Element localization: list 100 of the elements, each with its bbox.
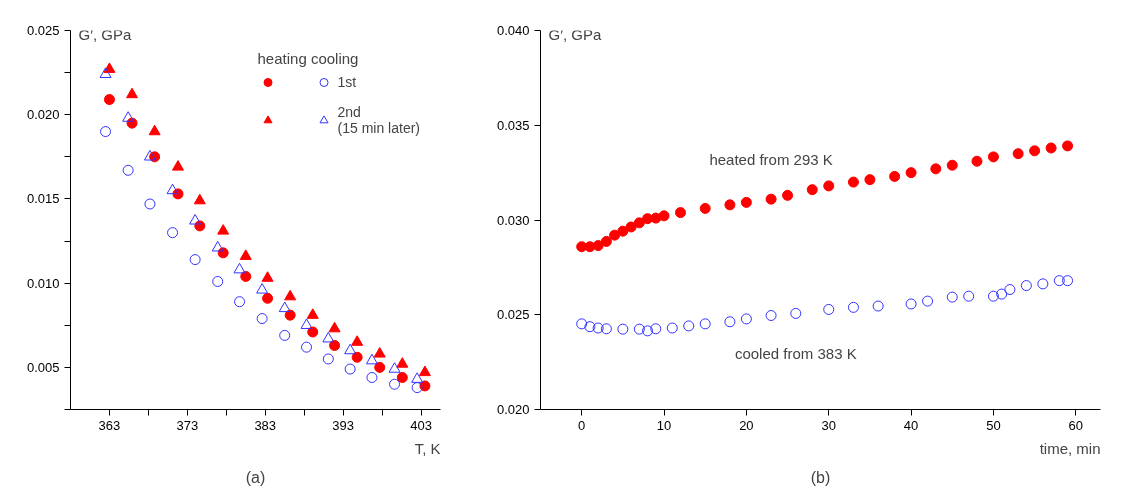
point xyxy=(211,240,224,252)
point xyxy=(389,378,401,390)
point xyxy=(576,318,588,330)
point xyxy=(592,240,604,252)
point xyxy=(1020,280,1032,292)
point xyxy=(625,221,637,233)
point xyxy=(234,296,246,308)
point xyxy=(301,341,313,353)
x-tick-label: 373 xyxy=(176,417,199,433)
x-tick-label: 20 xyxy=(739,417,754,433)
point xyxy=(946,159,958,171)
x-tick-label: 60 xyxy=(1068,417,1084,433)
point xyxy=(930,163,942,175)
point xyxy=(1029,145,1041,157)
x-tick-label: 403 xyxy=(410,417,432,433)
point xyxy=(261,271,274,282)
point xyxy=(872,300,884,312)
point xyxy=(365,353,378,365)
point xyxy=(344,363,356,375)
point xyxy=(322,331,335,343)
point xyxy=(1053,275,1065,287)
point xyxy=(212,275,224,287)
point xyxy=(388,362,401,373)
point xyxy=(971,155,983,167)
legend-title: heating cooling xyxy=(257,50,360,67)
x-axis-title: time, min xyxy=(1039,439,1101,457)
y-tick-label: 0.005 xyxy=(26,359,60,375)
point xyxy=(1045,142,1057,154)
point xyxy=(366,372,378,383)
point xyxy=(189,254,201,266)
point xyxy=(782,189,794,201)
point xyxy=(823,303,835,315)
point xyxy=(300,318,313,329)
point xyxy=(233,262,246,274)
point xyxy=(1062,140,1074,152)
point xyxy=(306,308,319,319)
point xyxy=(171,160,184,171)
y-tick-label: 0.030 xyxy=(496,212,530,228)
point xyxy=(240,270,252,282)
point xyxy=(633,323,645,335)
point xyxy=(864,174,876,186)
point xyxy=(373,347,386,358)
x-tick-label: 363 xyxy=(98,417,121,433)
point xyxy=(166,183,179,195)
point xyxy=(847,301,859,313)
point xyxy=(1004,284,1016,296)
point xyxy=(699,202,711,214)
y-tick-label: 0.015 xyxy=(26,191,60,207)
point xyxy=(99,67,112,78)
point xyxy=(351,351,363,363)
point xyxy=(256,283,269,294)
point xyxy=(987,290,999,302)
point xyxy=(963,290,975,302)
point xyxy=(122,111,135,122)
point xyxy=(765,193,777,205)
legend-label: 1st xyxy=(337,74,358,90)
x-tick-label: 10 xyxy=(656,417,672,433)
point xyxy=(374,361,386,373)
annotation: cooled from 383 K xyxy=(734,344,857,362)
point xyxy=(1062,275,1074,287)
point xyxy=(189,213,202,225)
point xyxy=(103,94,115,106)
point xyxy=(1037,278,1049,290)
point xyxy=(239,249,252,260)
point xyxy=(592,322,604,334)
point xyxy=(144,198,156,210)
x-axis-title: T, K xyxy=(414,439,441,457)
point xyxy=(256,313,268,325)
y-tick-label: 0.020 xyxy=(26,107,60,123)
x-tick-label: 0 xyxy=(578,417,586,433)
point xyxy=(847,176,859,188)
point xyxy=(905,298,917,310)
point xyxy=(699,318,711,330)
point xyxy=(411,382,423,394)
point xyxy=(307,326,319,338)
point xyxy=(100,126,112,138)
point xyxy=(642,325,654,337)
point xyxy=(600,235,612,247)
x-tick-label: 383 xyxy=(254,417,277,433)
text: (a) xyxy=(245,468,266,486)
point xyxy=(217,224,230,235)
point xyxy=(600,323,612,335)
x-tick-label: 393 xyxy=(332,417,354,433)
point xyxy=(724,199,736,211)
point xyxy=(922,295,934,307)
point xyxy=(740,313,752,325)
point xyxy=(765,310,777,321)
point xyxy=(418,365,431,377)
point xyxy=(279,329,291,341)
y-tick-label: 0.025 xyxy=(496,307,530,323)
point xyxy=(396,372,408,383)
y-tick-label: 0.035 xyxy=(496,117,530,133)
point xyxy=(126,87,139,99)
point xyxy=(411,372,424,383)
point xyxy=(143,149,156,161)
point xyxy=(584,321,596,333)
point xyxy=(946,291,958,303)
y-tick-label: 0.020 xyxy=(496,402,530,417)
legend-label: 2nd (15 min later) xyxy=(337,104,420,136)
point xyxy=(683,320,695,332)
